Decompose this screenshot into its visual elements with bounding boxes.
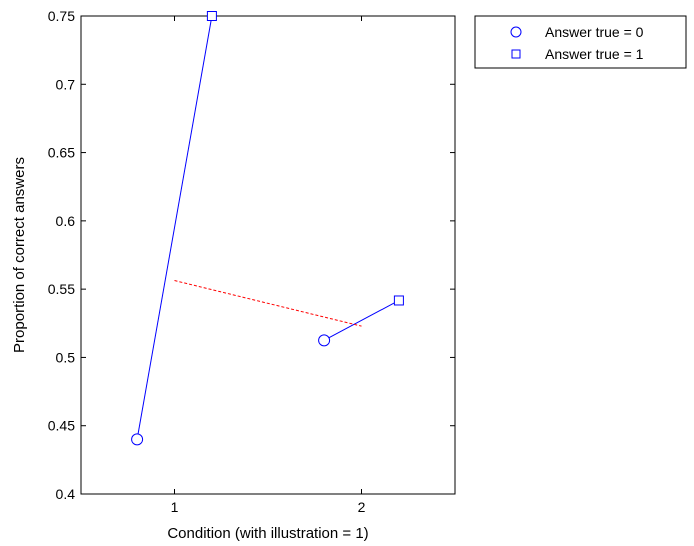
condition-1-line (136, 15, 213, 440)
y-tick-label: 0.5 (56, 349, 76, 365)
y-tick-label: 0.45 (48, 418, 75, 434)
axis-ticks: 0.4 0.45 0.5 0.55 0.6 0.65 0.7 0.75 1 2 (48, 8, 455, 515)
condition-2-line (323, 300, 400, 341)
y-tick-label: 0.6 (56, 213, 76, 229)
y-axis-label: Proportion of correct answers (11, 157, 28, 353)
legend: Answer true = 0 Answer true = 1 (474, 15, 687, 69)
x-tick-label: 2 (358, 499, 366, 515)
x-tick-label: 1 (171, 499, 179, 515)
interaction-dashed-line (174, 280, 362, 327)
legend-box (474, 15, 687, 69)
x-axis-label: Condition (with illustration = 1) (167, 525, 368, 542)
circle-marker-point (131, 433, 144, 446)
y-tick-label: 0.7 (56, 76, 76, 92)
legend-label-answer-true-0: Answer true = 0 (545, 24, 644, 40)
series-markers (131, 11, 404, 446)
y-tick-label: 0.4 (56, 486, 76, 502)
legend-circle-marker (510, 26, 522, 38)
y-tick-label: 0.55 (48, 281, 75, 297)
square-marker-point (393, 295, 404, 306)
square-marker-point (206, 11, 217, 21)
y-tick-label: 0.75 (48, 8, 75, 24)
legend-label-answer-true-1: Answer true = 1 (545, 46, 644, 62)
legend-square-marker (511, 49, 521, 59)
circle-marker-point (318, 334, 331, 347)
y-tick-label: 0.65 (48, 145, 75, 161)
series-lines (136, 15, 400, 440)
plot-area (80, 15, 456, 495)
